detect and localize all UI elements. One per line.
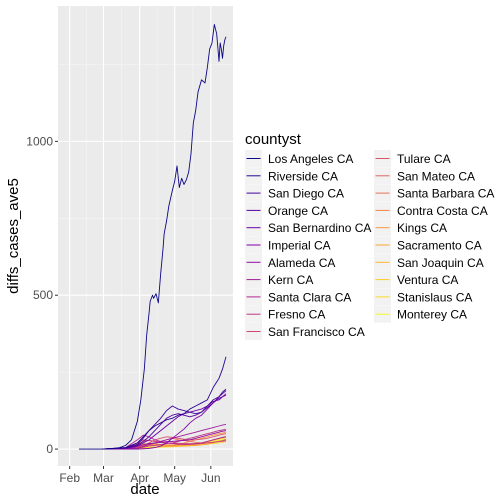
- y-axis-title: diffs_cases_ave5: [5, 178, 22, 294]
- series-line: [102, 388, 227, 450]
- legend-label: Contra Costa CA: [397, 204, 488, 218]
- x-tick-label: Feb: [59, 471, 80, 485]
- plot-panel: [58, 6, 233, 466]
- legend-label: Riverside CA: [268, 169, 338, 183]
- x-axis-title: date: [130, 481, 159, 498]
- series-line: [102, 439, 227, 450]
- series-lines: [79, 24, 227, 450]
- minor-gridlines: [58, 6, 233, 466]
- legend-title: countyst: [245, 131, 302, 148]
- series-line: [102, 394, 227, 450]
- y-axis: 0 500 1000: [26, 134, 58, 456]
- legend-label: Sacramento CA: [397, 239, 482, 253]
- series-line: [102, 434, 227, 450]
- x-tick-label: May: [163, 471, 186, 485]
- series-line: [79, 24, 227, 450]
- x-tick-label: Jun: [201, 471, 220, 485]
- legend-label: Santa Clara CA: [268, 290, 351, 304]
- legend-label: Stanislaus CA: [397, 290, 472, 304]
- legend-label: Fresno CA: [268, 308, 325, 322]
- legend-label: Kern CA: [268, 273, 313, 287]
- panel-background: [58, 6, 233, 466]
- series-line: [102, 390, 227, 450]
- y-tick-label: 0: [46, 442, 53, 456]
- legend-label: Monterey CA: [397, 308, 467, 322]
- x-tick-label: Mar: [93, 471, 114, 485]
- legend-label: San Joaquin CA: [397, 256, 484, 270]
- legend-label: Tulare CA: [397, 152, 451, 166]
- series-line: [102, 428, 227, 450]
- legend-label: Orange CA: [268, 204, 328, 218]
- legend: countyst Los Angeles CA Riverside CA San D…: [245, 131, 494, 340]
- x-axis: Feb Mar Apr May Jun: [59, 466, 221, 485]
- legend-label: San Mateo CA: [397, 169, 475, 183]
- y-tick-label: 1000: [26, 134, 53, 148]
- y-tick-label: 500: [33, 288, 53, 302]
- series-line: [102, 424, 227, 450]
- legend-label: Alameda CA: [268, 256, 335, 270]
- legend-label: San Bernardino CA: [268, 221, 371, 235]
- series-line: [102, 430, 227, 450]
- x-tick-label: Apr: [130, 471, 149, 485]
- legend-label: San Francisco CA: [268, 325, 365, 339]
- legend-label: Imperial CA: [268, 239, 331, 253]
- series-line: [102, 438, 227, 450]
- legend-label: Santa Barbara CA: [397, 187, 494, 201]
- legend-label: Los Angeles CA: [268, 152, 353, 166]
- series-line: [102, 356, 227, 450]
- legend-items: Los Angeles CA Riverside CA San Diego CA Or…: [245, 150, 494, 340]
- legend-label: San Diego CA: [268, 187, 344, 201]
- series-line: [102, 433, 227, 450]
- legend-label: Ventura CA: [397, 273, 458, 287]
- legend-label: Kings CA: [397, 221, 447, 235]
